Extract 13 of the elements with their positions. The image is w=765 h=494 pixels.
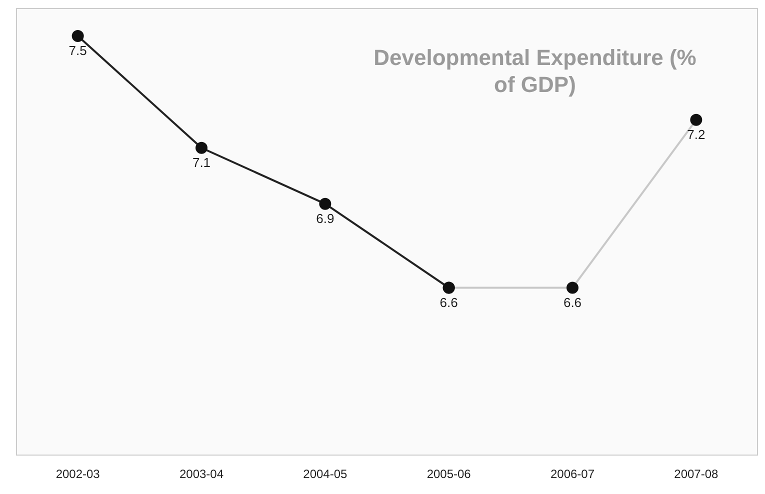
x-tick-label: 2002-03 (56, 467, 100, 482)
data-label: 7.2 (687, 126, 706, 142)
data-label: 7.1 (192, 154, 211, 170)
data-label: 6.6 (563, 294, 582, 310)
x-tick-label: 2005-06 (426, 467, 472, 482)
x-tick-label: 2003-04 (179, 467, 224, 482)
data-label: 7.5 (68, 43, 87, 58)
x-tick-label: 2004-05 (303, 467, 348, 482)
data-label: 6.9 (316, 210, 334, 226)
x-tick-label: 2007-08 (674, 467, 719, 482)
text: Developmental Expenditure (% of GDP) (372, 44, 698, 98)
data-label: 6.6 (440, 294, 458, 310)
x-tick-label: 2006-07 (550, 467, 595, 482)
